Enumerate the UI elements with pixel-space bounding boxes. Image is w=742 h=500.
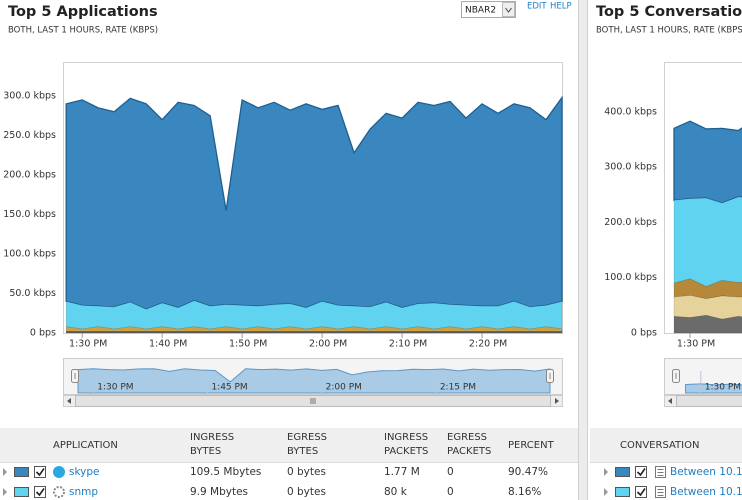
panel: Top 5 Applications BOTH, LAST 1 HOURS, RA… [0,1,578,498]
y-tick-label: 300.0 kbps [604,162,657,173]
x-tick-label: 1:30 PM [69,339,107,350]
row-cell: 0 [447,486,454,498]
navigator-tick-label: 1:30 PM [705,383,741,393]
column-header: INGRESS BYTES [190,432,235,457]
header-link[interactable]: EDIT [527,2,547,12]
y-tick-label: 200.0 kbps [604,217,657,228]
area-series [65,95,563,311]
column-header: APPLICATION [53,440,118,451]
navigator-tick-label: 1:45 PM [211,383,247,393]
area-series [673,196,742,287]
panel-title: Top 5 Applications [8,4,158,20]
selector-button[interactable] [502,2,515,17]
navigator-area [77,368,551,394]
y-tick-label: 50.0 kbps [9,288,56,299]
scroll-right[interactable] [555,398,559,404]
header-link[interactable]: HELP [550,2,572,12]
row-name[interactable]: skype [69,466,100,478]
app-icon [53,486,65,498]
column-header: EGRESS PACKETS [447,432,492,457]
row-cell: 0 bytes [287,466,326,478]
scroll-left[interactable] [668,398,672,404]
column-header: EGRESS BYTES [287,432,328,457]
navigator-tick-label: 1:30 PM [97,383,133,393]
x-tick-label: 1:40 PM [149,339,187,350]
y-tick-label: 0 bps [631,328,657,339]
scroll-left[interactable] [67,398,71,404]
expand-arrow[interactable] [3,468,7,476]
row-cell: 80 k [384,486,407,498]
navigator-area [685,383,742,394]
selector-arrow [505,7,512,13]
x-tick-label: 1:30 PM [677,339,715,350]
selector-value[interactable]: NBAR2 [465,6,496,16]
series-swatch [615,487,630,497]
area-series [65,331,563,334]
expand-arrow[interactable] [604,488,608,496]
row-cell: 0 bytes [287,486,326,498]
row-cell: 90.47% [508,466,549,478]
check [35,468,45,477]
row-name[interactable]: snmp [69,486,99,498]
area-series [673,295,742,320]
column-header: INGRESS PACKETS [384,432,429,457]
table-header [590,428,742,462]
table-header [0,428,578,462]
expand-arrow[interactable] [3,488,7,496]
x-tick-label: 2:20 PM [469,339,507,350]
checkbox[interactable] [635,486,647,498]
row-name[interactable]: Between 10.19 [670,486,742,498]
row-name[interactable]: Between 10.19 [670,466,742,478]
check [636,468,646,477]
row-cell: 9.9 Mbytes [190,486,249,498]
y-tick-label: 400.0 kbps [604,106,657,117]
panel-subtitle: BOTH, LAST 1 HOURS, RATE (KBPS) [8,26,158,36]
y-tick-label: 300.0 kbps [3,90,56,101]
x-tick-label: 2:10 PM [389,339,427,350]
series-swatch [615,467,630,477]
check [35,488,45,497]
expand-arrow[interactable] [604,468,608,476]
navigator-tick-label: 2:00 PM [326,383,362,393]
check [636,488,646,497]
y-tick-label: 100.0 kbps [604,272,657,283]
panel-title: Top 5 Conversations [596,4,742,20]
area-series [673,120,742,204]
checkbox[interactable] [34,466,46,478]
row-cell: 8.16% [508,486,542,498]
y-tick-label: 150.0 kbps [3,209,56,220]
panel-divider [578,0,588,500]
x-tick-label: 2:00 PM [309,339,347,350]
series-swatch [14,467,29,477]
column-header: CONVERSATION [620,440,700,451]
app-icon [53,466,65,478]
checkbox[interactable] [635,466,647,478]
checkbox[interactable] [34,486,46,498]
y-tick-label: 100.0 kbps [3,248,56,259]
row-cell: 1.77 M [384,466,420,478]
navigator-tick-label: 2:15 PM [440,383,476,393]
row-cell: 0 [447,466,454,478]
panel: Top 5 Conversations BOTH, LAST 1 HOURS, R… [590,4,742,498]
y-tick-label: 200.0 kbps [3,169,56,180]
scrollbar-thumb[interactable] [676,395,742,407]
row-cell: 109.5 Mbytes [190,466,262,478]
x-tick-label: 1:50 PM [229,339,267,350]
y-tick-label: 0 bps [30,328,56,339]
area-series [673,314,742,334]
y-tick-label: 250.0 kbps [3,130,56,141]
panel-subtitle: BOTH, LAST 1 HOURS, RATE (KBPS) [596,26,742,36]
series-swatch [14,487,29,497]
column-header: PERCENT [508,440,554,451]
